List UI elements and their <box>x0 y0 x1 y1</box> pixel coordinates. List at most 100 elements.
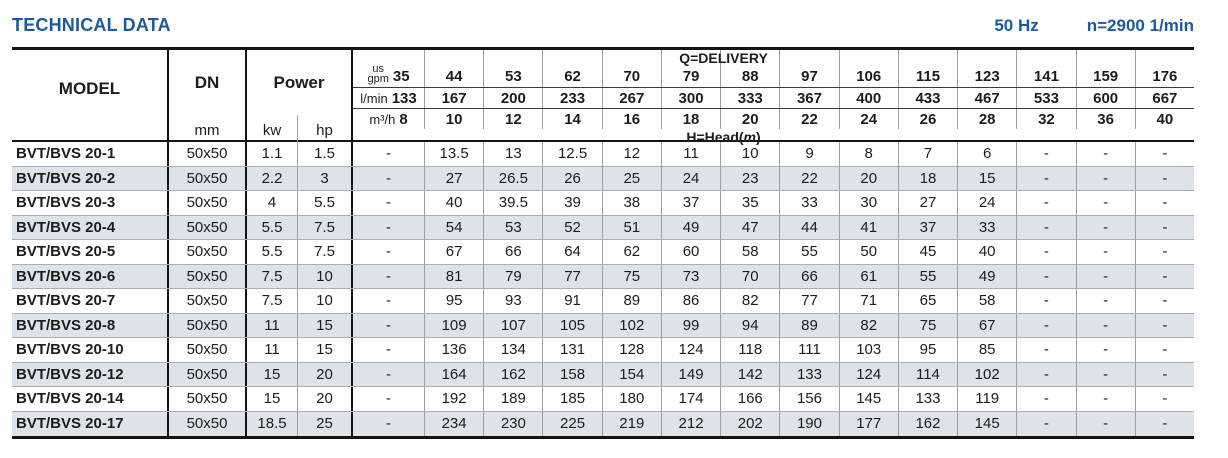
delivery-header-section: Q=DELIVERY us gpm 35 44 53 62 70 79 88 97 106 115 12… <box>351 50 1194 145</box>
head-value-cell: - <box>1075 240 1135 264</box>
flow-row-usgpm: us gpm 35 44 53 62 70 79 88 97 106 115 123 141 159 176 <box>353 50 1194 87</box>
flow-header-cell: 367 <box>779 88 838 108</box>
operating-conditions: 50 Hz n=2900 1/min <box>994 16 1194 36</box>
table-row: BVT/BVS 20-4 50x50 5.5 7.5-54 53 52 51 49 47 44 41… <box>12 215 1194 240</box>
head-value-cell: 37 <box>660 191 720 215</box>
head-value-cell: 40 <box>424 191 483 215</box>
head-value-cell: 85 <box>957 338 1016 362</box>
kw-cell: 1.1 <box>245 142 297 166</box>
head-value-cell: 82 <box>720 289 779 313</box>
head-value-cell: 94 <box>720 313 779 337</box>
table-row: BVT/BVS 20-1 50x50 1.1 1.5-13.5 13 12.5 12 11 10… <box>12 142 1194 167</box>
model-cell: BVT/BVS 20-5 <box>16 243 116 261</box>
head-value-cell: 13 <box>483 142 542 166</box>
head-value-cell: 18 <box>897 166 957 190</box>
head-value-cell: 49 <box>660 215 720 239</box>
head-value-cell: 26 <box>542 166 601 190</box>
model-cell: BVT/BVS 20-14 <box>16 390 124 408</box>
head-value-cell: 89 <box>779 313 838 337</box>
model-cell: BVT/BVS 20-1 <box>16 145 116 163</box>
head-value-cell: - <box>1075 411 1135 436</box>
model-cell: BVT/BVS 20-7 <box>16 292 116 310</box>
dn-cell: 50x50 <box>167 240 245 264</box>
table-row: BVT/BVS 20-2 50x50 2.2 3-27 26.5 26 25 24 23 22 20… <box>12 166 1194 191</box>
head-value-cell: - <box>1016 411 1075 436</box>
head-value-cell: - <box>351 411 424 436</box>
head-value-cell: 33 <box>779 191 838 215</box>
flow-header-cell: 22 <box>779 109 838 129</box>
flow-header-value: 97 <box>801 68 818 85</box>
flow-header-cell: 53 <box>483 50 542 87</box>
flow-header-cell: 106 <box>838 50 898 87</box>
head-value-cell: 189 <box>483 387 542 411</box>
table-row: BVT/BVS 20-5 50x50 5.5 7.5-67 66 64 62 60 58 55 50… <box>12 240 1194 265</box>
head-value-cell: 62 <box>601 240 661 264</box>
flow-header-cell: 32 <box>1016 109 1075 129</box>
head-value-cell: 20 <box>838 166 898 190</box>
table-row: BVT/BVS 20-7 50x50 7.5 10-95 93 91 89 86 82 77 71 6… <box>12 289 1194 314</box>
head-value-cell: - <box>1075 362 1135 386</box>
head-value-cell: 33 <box>957 215 1016 239</box>
head-value-cell: 35 <box>720 191 779 215</box>
flow-header-cell: 200 <box>483 88 542 108</box>
head-value-cell: - <box>1134 215 1194 239</box>
flow-header-value: 176 <box>1152 68 1178 85</box>
head-value-cell: 77 <box>542 264 601 288</box>
head-value-cell: - <box>1016 215 1075 239</box>
dn-cell: 50x50 <box>167 142 245 166</box>
head-value-cell: 71 <box>838 289 898 313</box>
power-label: Power <box>273 72 325 92</box>
flow-header-cell: 176 <box>1134 50 1194 87</box>
head-value-cell: 66 <box>483 240 542 264</box>
head-value-cell: - <box>1075 215 1135 239</box>
head-value-cell: 58 <box>957 289 1016 313</box>
head-value-cell: 6 <box>957 142 1016 166</box>
power-column-header: Power kw hp <box>245 50 351 145</box>
flow-header-value: 167 <box>441 89 467 107</box>
head-value-cell: - <box>351 142 424 166</box>
head-value-cell: 25 <box>601 166 661 190</box>
head-value-cell: - <box>1075 313 1135 337</box>
head-value-cell: 65 <box>897 289 957 313</box>
flow-header-cell: 44 <box>424 50 483 87</box>
head-value-cell: - <box>1075 191 1135 215</box>
head-value-cell: 118 <box>720 338 779 362</box>
flow-header-cell: 159 <box>1075 50 1135 87</box>
flow-header-value: 32 <box>1038 110 1055 128</box>
head-value-cell: 39.5 <box>483 191 542 215</box>
flow-header-cell: 97 <box>779 50 838 87</box>
head-value-cell: 133 <box>897 387 957 411</box>
flow-row-m3h: m³/h 8 10 12 14 16 18 20 22 24 26 28 32 36 40 <box>353 108 1194 129</box>
flow-header-value: 28 <box>978 110 996 128</box>
flow-header-value: 433 <box>915 89 941 107</box>
head-value-cell: 12 <box>601 142 661 166</box>
head-value-cell: 67 <box>424 240 483 264</box>
head-value-cell: 99 <box>660 313 720 337</box>
head-value-cell: 177 <box>838 411 898 436</box>
flow-header-value: 123 <box>974 68 1000 85</box>
dn-cell: 50x50 <box>167 191 245 215</box>
head-value-cell: 124 <box>838 362 898 386</box>
head-value-cell: 114 <box>897 362 957 386</box>
flow-header-value: 10 <box>445 110 463 128</box>
head-value-cell: 142 <box>720 362 779 386</box>
head-value-cell: 73 <box>660 264 720 288</box>
flow-header-value: 133 <box>391 89 417 107</box>
head-value-cell: 105 <box>542 313 601 337</box>
flow-header-value: 62 <box>564 68 581 85</box>
kw-cell: 11 <box>245 338 297 362</box>
hp-cell: 15 <box>297 313 351 337</box>
head-value-cell: - <box>351 215 424 239</box>
flow-header-value: 22 <box>801 110 818 128</box>
head-value-cell: 91 <box>542 289 601 313</box>
dn-cell: 50x50 <box>167 338 245 362</box>
head-label: H=Head(m) <box>303 129 1144 145</box>
head-value-cell: - <box>1134 166 1194 190</box>
kw-cell: 15 <box>245 362 297 386</box>
dn-cell: 50x50 <box>167 166 245 190</box>
flow-header-cell: l/min 133 <box>353 88 424 108</box>
head-value-cell: - <box>1075 338 1135 362</box>
flow-unit-label: l/min <box>360 90 388 106</box>
head-value-cell: 124 <box>660 338 720 362</box>
head-value-cell: - <box>1134 362 1194 386</box>
